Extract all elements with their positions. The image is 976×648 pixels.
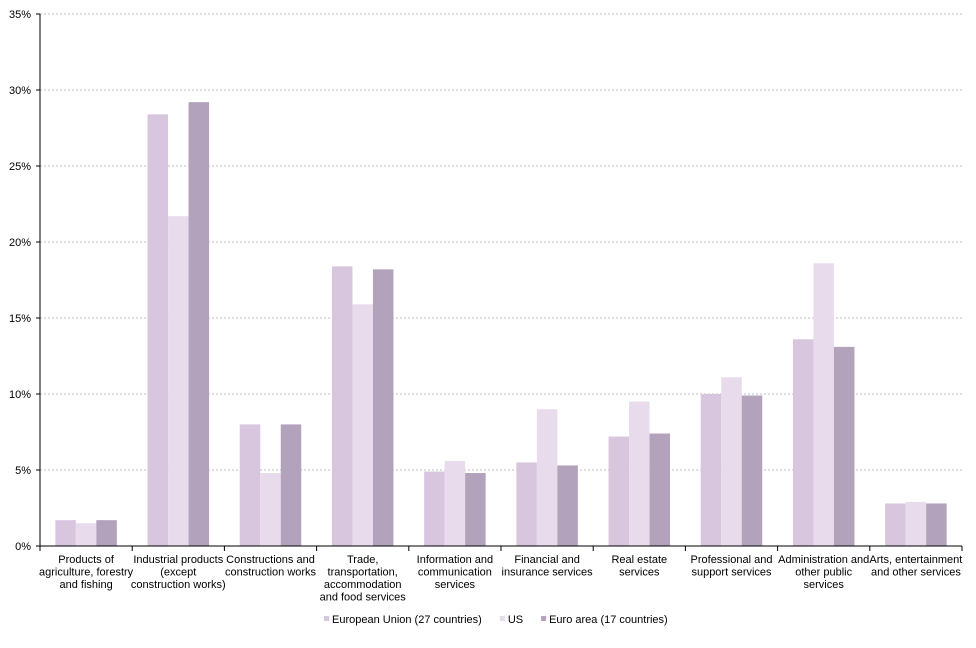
bar — [885, 503, 906, 546]
bar — [331, 266, 353, 546]
category-label: Arts, entertainment and other services — [869, 554, 962, 579]
bar — [721, 377, 742, 546]
bar — [372, 269, 394, 546]
category-labels: Products of agriculture, forestry and fish… — [39, 554, 962, 604]
bars — [55, 102, 947, 546]
y-tick-label: 10% — [9, 389, 31, 401]
legend-swatch — [541, 616, 547, 621]
bar — [260, 473, 281, 546]
legend: European Union (27 countries) US Euro area… — [324, 614, 668, 626]
bar — [516, 462, 537, 546]
bar — [700, 394, 722, 546]
axes — [36, 13, 963, 551]
category-label: Real estate services — [611, 554, 667, 579]
bar — [465, 473, 486, 546]
bar — [444, 460, 466, 546]
y-tick-label: 0% — [15, 541, 31, 553]
bar — [833, 346, 855, 546]
category-label: Financial and insurance services — [502, 554, 594, 579]
legend-swatch — [324, 616, 329, 621]
bar — [280, 424, 302, 546]
bar — [239, 424, 261, 546]
y-tick-label: 35% — [9, 9, 31, 21]
bar — [352, 304, 373, 546]
category-label: Trade, transportation, accommodation and fo… — [320, 554, 407, 604]
legend-swatch — [499, 616, 505, 621]
bar — [649, 433, 671, 546]
y-tick-labels: 0% 5% 10% 15% 20% 25% 30% 35% — [9, 9, 31, 553]
category-label: Products of agriculture, forestry and fish… — [39, 554, 134, 591]
bar — [536, 409, 558, 546]
y-tick-label: 30% — [9, 85, 31, 97]
category-label: Professional and support services — [691, 554, 773, 579]
bar — [96, 520, 117, 546]
bar — [608, 436, 630, 546]
bar — [741, 395, 763, 546]
legend-label: European Union (27 countries) — [332, 614, 482, 626]
bar — [147, 114, 169, 546]
bar — [629, 401, 650, 546]
category-label: Administration and other public services — [778, 554, 869, 591]
y-tick-label: 5% — [15, 465, 31, 477]
bar — [188, 102, 210, 546]
bar — [792, 339, 814, 546]
bar — [168, 216, 189, 546]
bar — [55, 520, 76, 546]
bar — [905, 501, 927, 546]
category-label: Industrial products (except construction w… — [131, 554, 226, 591]
bar — [424, 471, 445, 546]
y-tick-label: 20% — [9, 237, 31, 249]
y-tick-label: 15% — [9, 313, 31, 325]
legend-label: Euro area (17 countries) — [549, 614, 668, 626]
category-label: Constructions and construction works — [225, 554, 317, 579]
legend-label: US — [508, 614, 523, 626]
bar — [813, 263, 834, 546]
bar — [557, 465, 578, 546]
y-tick-label: 25% — [9, 161, 31, 173]
bar — [75, 523, 97, 546]
category-label: Information and communication services — [417, 554, 493, 591]
bar — [926, 503, 947, 546]
